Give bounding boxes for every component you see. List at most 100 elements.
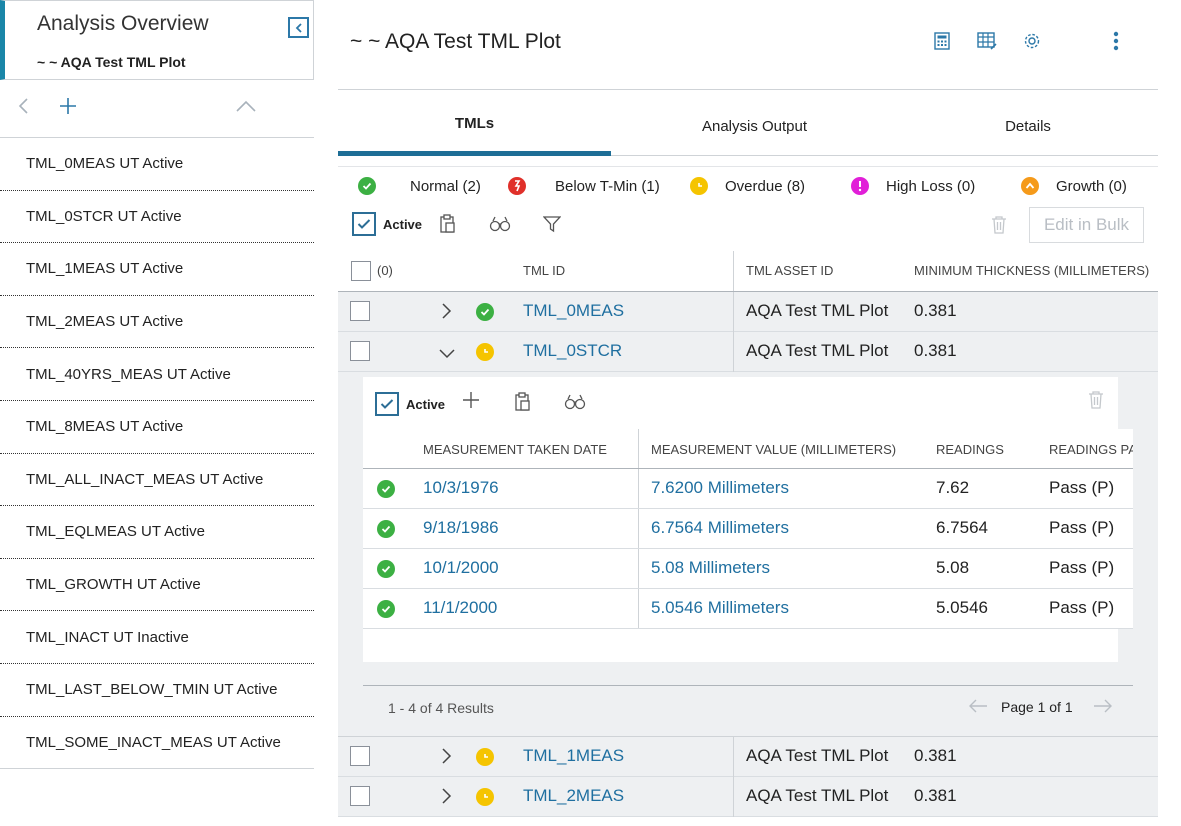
- table-row[interactable]: TML_2MEAS AQA Test TML Plot 0.381: [338, 777, 1158, 817]
- list-item[interactable]: TML_0STCR UT Active: [0, 191, 314, 244]
- row-checkbox[interactable]: [350, 786, 370, 806]
- column-header-min-thickness[interactable]: MINIMUM THICKNESS (MILLIMETERS): [914, 263, 1150, 278]
- collapse-panel-button[interactable]: [288, 17, 309, 38]
- measurement-row[interactable]: 10/3/1976 7.6200 Millimeters 7.62 Pass (…: [363, 469, 1133, 509]
- measurement-value-link[interactable]: 7.6200 Millimeters: [651, 478, 789, 497]
- subgrid-header: MEASUREMENT TAKEN DATE MEASUREMENT VALUE…: [363, 429, 1133, 469]
- column-header-tml-id[interactable]: TML ID: [523, 263, 566, 278]
- check-icon: [377, 520, 395, 538]
- legend-overdue[interactable]: Overdue (8): [690, 167, 805, 205]
- active-label: Active: [406, 396, 446, 412]
- prev-page-button[interactable]: [968, 699, 988, 716]
- measurement-date-link[interactable]: 10/1/2000: [423, 558, 499, 577]
- edit-in-bulk-button[interactable]: Edit in Bulk: [1029, 207, 1144, 243]
- copy-button[interactable]: [437, 213, 459, 235]
- next-page-button[interactable]: [1093, 699, 1113, 716]
- legend-label: Growth (0): [1056, 177, 1127, 195]
- check-icon: [476, 303, 494, 321]
- column-divider: [638, 549, 639, 588]
- active-filter[interactable]: Active: [352, 212, 422, 236]
- tml-id-link[interactable]: TML_2MEAS: [523, 786, 625, 805]
- min-thickness: 0.381: [914, 786, 957, 805]
- row-checkbox[interactable]: [350, 301, 370, 321]
- check-icon: [377, 560, 395, 578]
- table-options-button[interactable]: [976, 30, 998, 52]
- readings: 7.62: [936, 478, 970, 497]
- measurement-value-link[interactable]: 6.7564 Millimeters: [651, 518, 789, 537]
- measurement-value-link[interactable]: 5.08 Millimeters: [651, 558, 771, 577]
- tml-id-link[interactable]: TML_0MEAS: [523, 301, 625, 320]
- back-button[interactable]: [12, 94, 36, 118]
- results-count: 1 - 4 of 4 Results: [388, 700, 494, 716]
- list-item[interactable]: TML_EQLMEAS UT Active: [0, 506, 314, 559]
- add-button[interactable]: [56, 94, 80, 118]
- column-header-value[interactable]: MEASUREMENT VALUE (MILLIMETERS): [651, 442, 897, 457]
- measurement-date-link[interactable]: 11/1/2000: [423, 598, 498, 617]
- gear-icon: [1024, 33, 1040, 49]
- clipboard-icon: [440, 214, 455, 233]
- column-header-readings[interactable]: READINGS: [936, 442, 1004, 457]
- more-options-button[interactable]: [1105, 30, 1127, 52]
- calculator-button[interactable]: [931, 30, 953, 52]
- page-indicator: Page 1 of 1: [1001, 699, 1073, 715]
- list-item[interactable]: TML_1MEAS UT Active: [0, 243, 314, 296]
- list-item[interactable]: TML_2MEAS UT Active: [0, 296, 314, 349]
- active-checkbox[interactable]: [375, 392, 399, 416]
- measurement-row[interactable]: 9/18/1986 6.7564 Millimeters 6.7564 Pass…: [363, 509, 1133, 549]
- column-header-readings-pass[interactable]: READINGS PA: [1049, 442, 1133, 457]
- tab-details[interactable]: Details: [1005, 117, 1051, 135]
- delete-button[interactable]: [988, 214, 1010, 236]
- filter-button[interactable]: [541, 213, 563, 235]
- measurement-date-link[interactable]: 10/3/1976: [423, 478, 499, 497]
- legend-below-tmin[interactable]: Below T-Min (1): [508, 167, 660, 205]
- table-row[interactable]: TML_0STCR AQA Test TML Plot 0.381: [338, 332, 1158, 372]
- list-item[interactable]: TML_LAST_BELOW_TMIN UT Active: [0, 664, 314, 717]
- measurement-row[interactable]: 10/1/2000 5.08 Millimeters 5.08 Pass (P): [363, 549, 1133, 589]
- expand-row-button[interactable]: [440, 302, 452, 325]
- expand-row-button[interactable]: [440, 787, 452, 810]
- list-item[interactable]: TML_8MEAS UT Active: [0, 401, 314, 454]
- legend-normal[interactable]: Normal (2): [358, 167, 481, 205]
- arrow-down-icon: [508, 177, 526, 195]
- tab-tmls[interactable]: TMLs: [338, 96, 611, 156]
- column-header-date[interactable]: MEASUREMENT TAKEN DATE: [423, 442, 607, 457]
- collapse-row-button[interactable]: [438, 344, 456, 364]
- legend-high-loss[interactable]: High Loss (0): [851, 167, 975, 205]
- measurement-row[interactable]: 11/1/2000 5.0546 Millimeters 5.0546 Pass…: [363, 589, 1133, 629]
- exclamation-icon: [851, 177, 869, 195]
- select-all-checkbox[interactable]: [351, 261, 371, 281]
- expand-row-button[interactable]: [440, 747, 452, 770]
- measurement-date-link[interactable]: 9/18/1986: [423, 518, 499, 537]
- list-item[interactable]: TML_40YRS_MEAS UT Active: [0, 348, 314, 401]
- column-divider: [638, 589, 639, 628]
- find-button[interactable]: [564, 391, 586, 413]
- measurement-value-link[interactable]: 5.0546 Millimeters: [651, 598, 789, 617]
- tml-id-link[interactable]: TML_0STCR: [523, 341, 623, 360]
- binoculars-icon: [489, 216, 511, 232]
- tml-id-link[interactable]: TML_1MEAS: [523, 746, 625, 765]
- settings-button[interactable]: [1021, 30, 1043, 52]
- legend-growth[interactable]: Growth (0): [1021, 167, 1127, 205]
- find-button[interactable]: [489, 213, 511, 235]
- add-measurement-button[interactable]: [460, 389, 482, 411]
- tml-list: TML_0MEAS UT Active TML_0STCR UT Active …: [0, 137, 314, 770]
- column-divider: [733, 292, 734, 332]
- column-header-asset-id[interactable]: TML ASSET ID: [746, 263, 834, 278]
- delete-measurement-button[interactable]: [1085, 389, 1107, 411]
- active-checkbox[interactable]: [352, 212, 376, 236]
- table-row[interactable]: TML_0MEAS AQA Test TML Plot 0.381: [338, 292, 1158, 332]
- row-checkbox[interactable]: [350, 746, 370, 766]
- chevron-left-icon: [18, 98, 28, 114]
- collapse-up-button[interactable]: [234, 94, 258, 118]
- readings-pass: Pass (P): [1049, 598, 1115, 617]
- table-row[interactable]: TML_1MEAS AQA Test TML Plot 0.381: [338, 737, 1158, 777]
- list-item[interactable]: TML_INACT UT Inactive: [0, 611, 314, 664]
- list-item[interactable]: TML_0MEAS UT Active: [0, 138, 314, 191]
- row-checkbox[interactable]: [350, 341, 370, 361]
- list-item[interactable]: TML_GROWTH UT Active: [0, 559, 314, 612]
- active-filter[interactable]: Active: [375, 392, 445, 416]
- list-item[interactable]: TML_SOME_INACT_MEAS UT Active: [0, 717, 314, 770]
- list-item[interactable]: TML_ALL_INACT_MEAS UT Active: [0, 454, 314, 507]
- copy-button[interactable]: [512, 391, 534, 413]
- tab-analysis-output[interactable]: Analysis Output: [701, 117, 808, 135]
